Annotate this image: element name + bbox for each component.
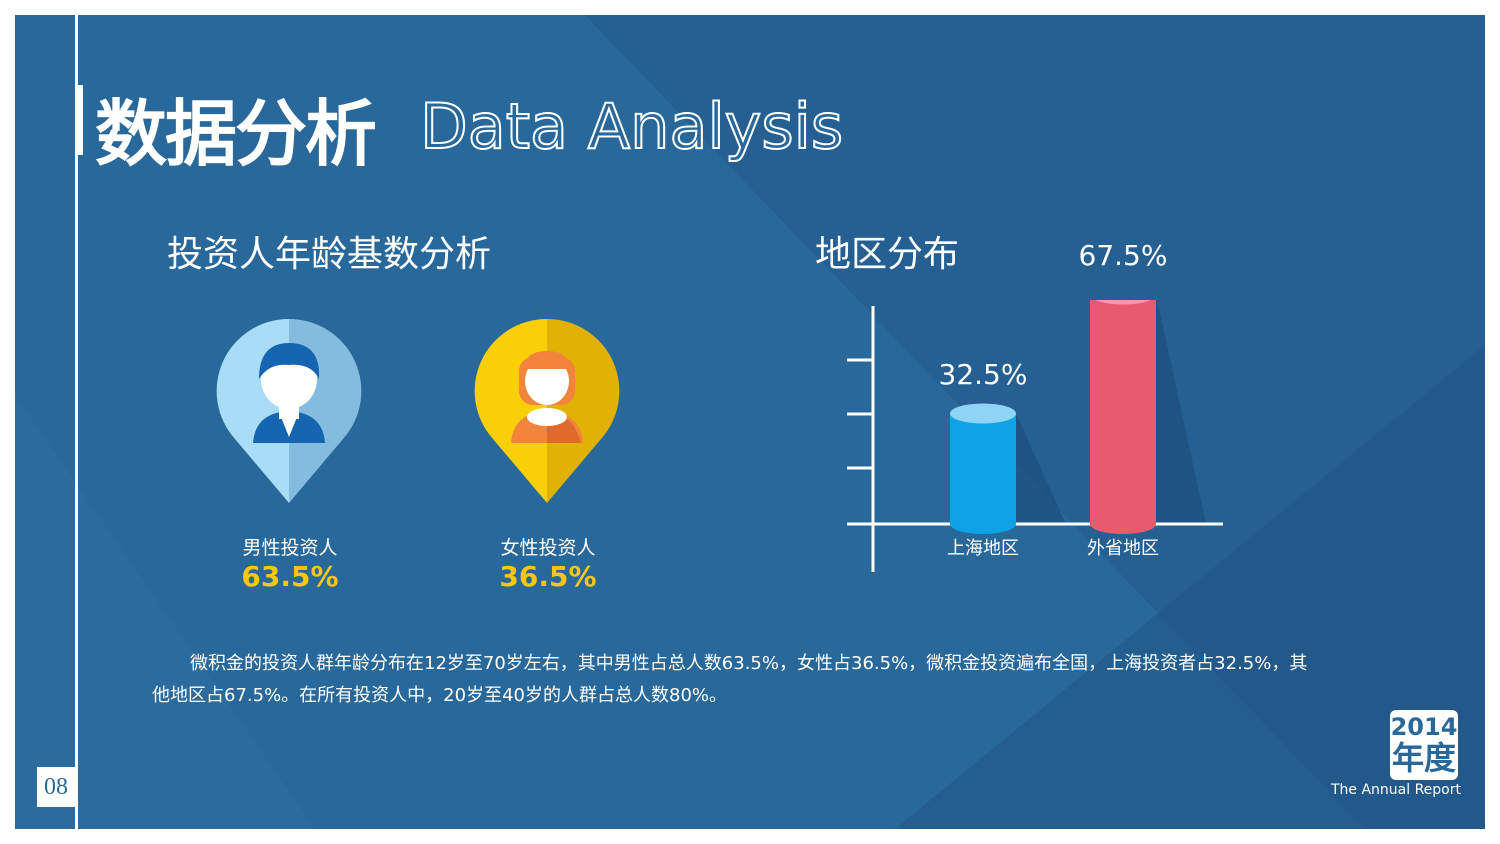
male-investor-value: 63.5% — [241, 560, 339, 593]
slide: 08 数据分析 Data Analysis 投资人年龄基数分析 男性投资人 63… — [15, 15, 1485, 829]
male-investor-pin-icon — [216, 318, 362, 503]
year-badge-label: 年度 — [1391, 739, 1456, 777]
page-title-cn: 数据分析 — [95, 92, 377, 176]
page-title-en: Data Analysis — [419, 89, 844, 164]
bar-top — [1095, 300, 1151, 305]
age-section-title: 投资人年龄基数分析 — [167, 234, 492, 275]
annual-report-caption: The Annual Report — [1330, 782, 1461, 798]
region-bar-chart — [847, 300, 1223, 572]
background-shapes — [15, 15, 1485, 829]
bar-value-label-shanghai: 32.5% — [938, 357, 1028, 391]
region-section-title: 地区分布 — [815, 234, 960, 275]
page-number: 08 — [37, 767, 75, 807]
year-badge: 2014 年度 — [1390, 710, 1458, 780]
category-label-shanghai: 上海地区 — [947, 538, 1019, 559]
bar — [950, 413, 1016, 534]
year-badge-year: 2014 — [1390, 713, 1458, 741]
female-investor-pin-icon — [474, 318, 620, 503]
bar — [1090, 300, 1156, 534]
left-vertical-rule — [75, 15, 78, 829]
female-investor-value: 36.5% — [499, 560, 597, 593]
bar-top — [950, 403, 1016, 424]
male-investor-label: 男性投资人 — [242, 537, 338, 559]
title-accent-bar — [77, 85, 83, 155]
bar-shadow — [1016, 413, 1066, 524]
bars — [950, 300, 1156, 534]
category-label-other-provinces: 外省地区 — [1087, 538, 1159, 559]
description-text: 微积金的投资人群年龄分布在12岁至70岁左右，其中男性占总人数63.5%，女性占… — [152, 653, 1308, 706]
bar-value-label-other-provinces: 67.5% — [1078, 238, 1168, 272]
bar-shadow — [1156, 300, 1206, 524]
bar-shadows — [1016, 300, 1206, 524]
female-investor-label: 女性投资人 — [500, 537, 596, 559]
